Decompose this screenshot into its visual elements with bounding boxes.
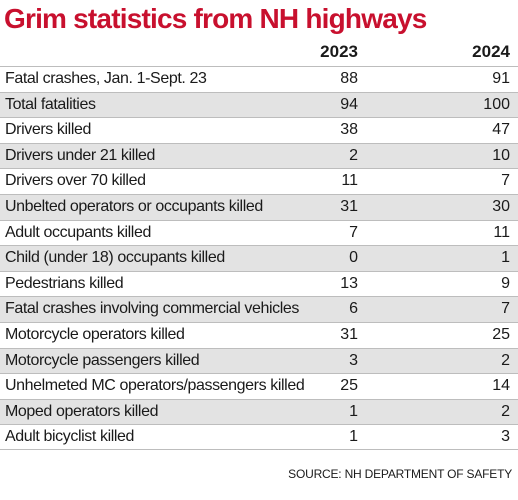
source-note: SOURCE: NH DEPARTMENT OF SAFETY	[288, 467, 512, 481]
column-headers: 2023 2024	[0, 40, 518, 64]
row-label: Unbelted operators or occupants killed	[5, 197, 263, 215]
table-row: Pedestrians killed 13 9	[0, 270, 518, 297]
value-2023: 94	[340, 95, 358, 113]
stats-table: Fatal crashes, Jan. 1-Sept. 23 88 91 Total …	[0, 66, 518, 450]
value-2023: 6	[349, 300, 358, 318]
row-label: Fatal crashes, Jan. 1-Sept. 23	[5, 70, 207, 87]
value-2024: 1	[501, 249, 510, 267]
table-row: Drivers over 70 killed 11 7	[0, 168, 518, 194]
chart-title: Grim statistics from NH highways	[4, 3, 427, 34]
value-2023: 2	[349, 146, 358, 164]
row-label: Pedestrians killed	[5, 274, 124, 292]
value-2023: 13	[340, 274, 358, 292]
row-label: Motorcycle passengers killed	[5, 351, 200, 369]
value-2024: 7	[501, 300, 510, 318]
row-label: Adult bicyclist killed	[5, 428, 135, 446]
column-header-2024: 2024	[472, 42, 510, 61]
row-label: Drivers killed	[5, 121, 91, 139]
row-label: Adult occupants killed	[5, 223, 151, 241]
value-2024: 10	[492, 146, 510, 164]
table-row: Drivers under 21 killed 2 10	[0, 142, 518, 169]
row-label: Drivers over 70 killed	[5, 172, 146, 190]
row-label: Fatal crashes involving commercial vehic…	[5, 300, 300, 318]
value-2024: 11	[493, 223, 510, 241]
table-row: Unbelted operators or occupants killed 31…	[0, 193, 518, 220]
value-2023: 11	[341, 172, 358, 190]
value-2024: 14	[492, 377, 510, 395]
row-label: Moped operators killed	[5, 402, 159, 420]
column-header-2023: 2023	[320, 42, 358, 61]
value-2024: 9	[501, 274, 510, 292]
row-label: Motorcycle operators killed	[5, 325, 185, 343]
row-label: Child (under 18) occupants killed	[5, 249, 225, 267]
table-row: Unhelmeted MC operators/passengers kille…	[0, 373, 518, 399]
table-row: Drivers killed 38 47	[0, 117, 518, 143]
value-2023: 7	[349, 223, 358, 241]
table-row: Motorcycle passengers killed 3 2	[0, 347, 518, 374]
value-2024: 100	[483, 95, 510, 113]
row-label: Drivers under 21 killed	[5, 146, 155, 164]
table-row: Fatal crashes involving commercial vehic…	[0, 296, 518, 322]
table-row: Adult bicyclist killed 1 3	[0, 424, 518, 450]
table-row: Total fatalities 94 100	[0, 91, 518, 118]
value-2023: 1	[349, 428, 358, 446]
value-2024: 30	[492, 197, 510, 215]
table-row: Fatal crashes, Jan. 1-Sept. 23 88 91	[0, 66, 518, 92]
value-2024: 3	[501, 428, 510, 446]
value-2024: 47	[492, 121, 510, 139]
value-2024: 2	[501, 402, 510, 420]
row-label: Total fatalities	[5, 95, 96, 113]
value-2023: 1	[349, 402, 358, 420]
table-row: Child (under 18) occupants killed 0 1	[0, 245, 518, 271]
table-row: Motorcycle operators killed 31 25	[0, 321, 518, 348]
value-2024: 2	[501, 351, 510, 369]
value-2024: 25	[492, 325, 510, 343]
value-2023: 0	[349, 249, 358, 267]
value-2023: 31	[340, 197, 358, 215]
value-2023: 38	[340, 121, 358, 139]
value-2023: 25	[340, 377, 358, 395]
table-row: Adult occupants killed 7 11	[0, 219, 518, 246]
value-2023: 31	[340, 325, 358, 343]
value-2023: 3	[349, 351, 358, 369]
table-row: Moped operators killed 1 2	[0, 398, 518, 425]
row-label: Unhelmeted MC operators/passengers kille…	[5, 377, 305, 395]
value-2024: 7	[501, 172, 510, 190]
value-2023: 88	[340, 70, 358, 87]
value-2024: 91	[492, 70, 510, 87]
